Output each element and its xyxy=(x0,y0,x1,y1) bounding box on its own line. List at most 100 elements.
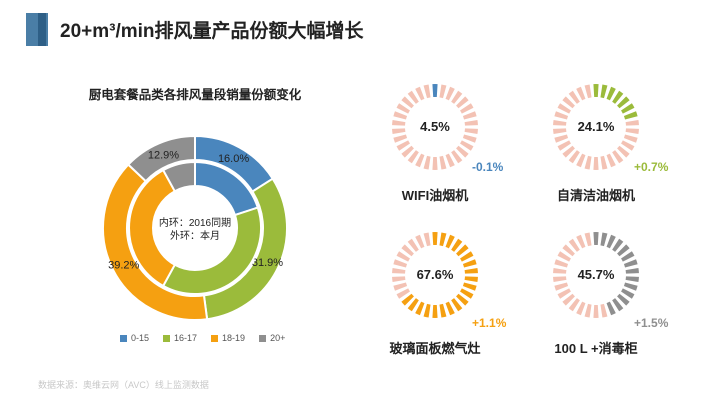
gauge-delta: +1.1% xyxy=(472,316,507,330)
gauge-glass-stove xyxy=(392,232,478,318)
donut-chart-title: 厨电套餐品类各排风量段销量份额变化 xyxy=(88,88,302,102)
gauge-wifi-hood xyxy=(392,84,478,170)
gauge-tick xyxy=(445,301,455,316)
gauge-tick xyxy=(432,156,438,170)
gauge-tick xyxy=(625,276,639,283)
gauge-tick xyxy=(623,282,638,291)
gauge-tick xyxy=(407,90,419,104)
gauge-delta: +1.5% xyxy=(634,316,669,330)
data-source-note: 数据来源：奥维云网（AVC）线上监测数据 xyxy=(38,380,209,390)
gauge-tick xyxy=(423,303,431,318)
gauge-tick xyxy=(557,251,571,262)
gauge-tick xyxy=(464,267,478,274)
gauge-tick xyxy=(593,232,599,246)
gauge-tick xyxy=(606,301,616,316)
gauge-tick xyxy=(584,303,592,318)
donut-center-text: 外环：本月 xyxy=(170,229,220,242)
gauge-tick xyxy=(584,155,592,170)
gauge-tick xyxy=(557,288,571,299)
gauge-tick xyxy=(423,84,431,99)
donut-center-text: 内环：2016同期 xyxy=(159,216,231,229)
gauge-tick xyxy=(392,119,406,126)
gauge-tick xyxy=(393,134,408,143)
gauge-tick xyxy=(460,288,474,299)
gauge-tick xyxy=(432,304,438,318)
gauge-tick xyxy=(451,150,463,164)
gauge-tick xyxy=(625,119,639,126)
gauge-tick xyxy=(464,276,478,283)
gauge-tick xyxy=(593,156,599,170)
legend-label: 16-17 xyxy=(174,333,198,343)
gauge-tick xyxy=(600,84,608,99)
inner-ring-slice xyxy=(161,160,196,193)
legend-item: 20+ xyxy=(259,333,285,343)
gauge-tick xyxy=(464,128,478,135)
gauge-tick xyxy=(451,238,463,252)
gauge-tick xyxy=(612,90,624,104)
gauge-label: 自清洁油烟机 xyxy=(556,188,635,203)
gauge-tick xyxy=(617,96,630,109)
gauge-tick xyxy=(553,128,567,135)
legend-label: 20+ xyxy=(270,333,286,343)
gauge-tick xyxy=(396,251,410,262)
gauge-delta: +0.7% xyxy=(634,160,669,174)
gauge-tick xyxy=(407,238,419,252)
gauge-tick xyxy=(401,96,414,109)
legend-swatch xyxy=(120,334,127,342)
gauge-tick xyxy=(576,234,586,249)
gauge-tick xyxy=(584,232,592,247)
gauge-tick xyxy=(621,103,635,114)
legend-swatch xyxy=(211,334,219,342)
gauge-tick xyxy=(415,234,425,249)
gauge-tick xyxy=(612,238,624,252)
gauge-tick xyxy=(439,84,447,99)
gauge-tick xyxy=(451,90,463,104)
gauge-tick xyxy=(553,276,567,283)
slice-data-label: 12.9% xyxy=(148,149,179,161)
gauge-tick xyxy=(392,276,406,283)
gauge-tick xyxy=(407,298,419,312)
gauge-tick xyxy=(553,267,567,274)
gauge-tick xyxy=(393,111,408,120)
gauge-tick xyxy=(456,145,469,158)
slice-data-label: 31.9% xyxy=(252,257,283,269)
gauge-tick xyxy=(593,84,599,98)
gauge-tick xyxy=(415,153,425,168)
gauge-tick xyxy=(439,155,447,170)
gauge-tick xyxy=(456,244,469,257)
gauge-tick xyxy=(621,288,635,299)
gauge-tick xyxy=(584,84,592,99)
gauge-tick xyxy=(623,134,638,143)
gauge-tick xyxy=(621,251,635,262)
gauge-tick xyxy=(621,140,635,151)
title-accent-bar-dark xyxy=(38,13,46,46)
gauge-tick xyxy=(623,111,638,120)
legend-label: 18-19 xyxy=(222,333,246,343)
legend-item: 16-17 xyxy=(163,333,197,343)
gauge-sterilizer xyxy=(553,232,639,318)
gauge-tick xyxy=(445,234,455,249)
gauge-tick xyxy=(393,259,408,268)
gauge-value: 4.5% xyxy=(420,119,450,134)
gauge-tick xyxy=(554,282,569,291)
legend-item: 0-15 xyxy=(120,333,149,343)
legend-swatch xyxy=(163,334,171,342)
gauge-label: 100 L +消毒柜 xyxy=(554,341,638,356)
gauge-tick xyxy=(451,298,463,312)
gauge-value: 67.6% xyxy=(416,267,454,282)
gauge-tick xyxy=(568,238,580,252)
gauge-tick xyxy=(460,103,474,114)
gauge-tick xyxy=(462,111,477,120)
gauge-tick xyxy=(606,86,616,101)
gauge-tick xyxy=(606,234,616,249)
gauge-tick xyxy=(600,155,608,170)
inner-ring-slice xyxy=(161,206,262,295)
gauge-label: 玻璃面板燃气灶 xyxy=(389,341,481,356)
legend-label: 0-15 xyxy=(131,333,150,343)
gauge-tick xyxy=(393,282,408,291)
gauge-tick xyxy=(462,134,477,143)
gauge-tick xyxy=(456,96,469,109)
page-title: 20+m³/min排风量产品份额大幅增长 xyxy=(60,21,364,42)
gauge-tick xyxy=(401,293,414,306)
